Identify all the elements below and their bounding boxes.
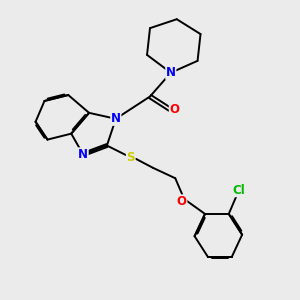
Text: O: O (177, 195, 187, 208)
Text: N: N (78, 148, 88, 161)
Text: O: O (169, 103, 179, 116)
Text: S: S (126, 151, 135, 164)
Text: Cl: Cl (233, 184, 245, 196)
Text: N: N (166, 66, 176, 79)
Text: N: N (111, 112, 121, 125)
